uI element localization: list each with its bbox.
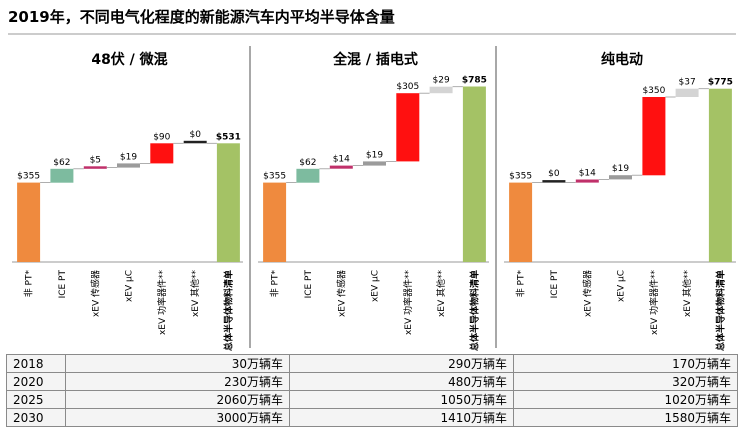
category-label: ICE PT: [304, 270, 314, 299]
data-label: $355: [509, 172, 532, 182]
bar: [396, 93, 420, 162]
category-label: xEV 传感器: [581, 270, 593, 317]
data-label: $19: [120, 152, 137, 162]
bar: [296, 168, 320, 183]
data-label: $355: [17, 172, 40, 182]
table-row: 2020 230万辆车 480万辆车 320万辆车: [6, 372, 738, 391]
category-label: xEV 功率器件**: [156, 270, 168, 336]
panel-title: 全混 / 插电式: [332, 51, 418, 68]
table-row: 2018 30万辆车 290万辆车 170万辆车: [6, 354, 738, 373]
category-label: xEV 其他**: [435, 270, 447, 318]
category-label: 总体半导体物料清单: [714, 270, 726, 351]
vehicle-count-cell: 1580万辆车: [513, 408, 738, 427]
bar: [50, 168, 74, 183]
bar: [216, 143, 240, 262]
category-label: xEV 功率器件**: [402, 270, 414, 336]
data-label: $90: [153, 132, 170, 142]
vehicle-count-cell: 480万辆车: [289, 372, 514, 391]
vehicle-volume-table: 2018 30万辆车 290万辆车 170万辆车 2020 230万辆车 480万辆车 320…: [6, 354, 738, 427]
data-label: $62: [53, 158, 70, 168]
bar: [150, 143, 174, 164]
category-label: xEV µC: [617, 270, 627, 302]
data-label: $531: [216, 132, 241, 142]
category-label: xEV 其他**: [681, 270, 693, 318]
year-cell: 2018: [6, 354, 66, 373]
data-label: $350: [642, 86, 665, 96]
data-label: $29: [433, 76, 450, 86]
bar: [183, 140, 207, 144]
category-label: ICE PT: [550, 270, 560, 299]
table-row: 2030 3000万辆车 1410万辆车 1580万辆车: [6, 408, 738, 427]
data-label: $785: [462, 76, 487, 86]
data-label: $14: [579, 169, 596, 179]
vehicle-count-cell: 2060万辆车: [65, 390, 290, 409]
category-label: 非 PT*: [515, 270, 527, 298]
bar: [462, 86, 486, 262]
bar: [329, 165, 353, 169]
category-label: xEV µC: [125, 270, 135, 302]
vehicle-count-cell: 30万辆车: [65, 354, 290, 373]
data-label: $775: [708, 78, 733, 88]
bar: [83, 166, 107, 169]
category-label: xEV 传感器: [89, 270, 101, 317]
panel-title: 纯电动: [601, 51, 643, 68]
bar: [263, 182, 287, 262]
bar: [117, 163, 140, 168]
waterfall-charts: 48伏 / 微混 $355 非 PT* $62 ICE PT $5 xEV 传感器 $19 xE…: [8, 33, 736, 351]
vehicle-count-cell: 230万辆车: [65, 372, 290, 391]
data-label: $19: [612, 164, 629, 174]
bar: [675, 88, 699, 97]
category-label: ICE PT: [58, 270, 68, 299]
bar: [575, 179, 599, 183]
page-title: 2019年，不同电气化程度的新能源汽车内平均半导体含量: [8, 8, 395, 26]
bar: [363, 161, 386, 166]
vehicle-count-cell: 320万辆车: [513, 372, 738, 391]
bar: [509, 182, 533, 262]
table-row: 2025 2060万辆车 1050万辆车 1020万辆车: [6, 390, 738, 409]
data-label: $37: [679, 78, 696, 88]
data-label: $19: [366, 150, 383, 160]
data-label: $305: [396, 82, 419, 92]
panel-title: 48伏 / 微混: [91, 51, 167, 68]
bar: [17, 182, 41, 262]
category-label: 总体半导体物料清单: [222, 270, 234, 351]
vehicle-count-cell: 170万辆车: [513, 354, 738, 373]
data-label: $355: [263, 172, 286, 182]
year-cell: 2030: [6, 408, 66, 427]
category-label: 非 PT*: [269, 270, 281, 298]
vehicle-count-cell: 290万辆车: [289, 354, 514, 373]
bar: [542, 180, 566, 183]
year-cell: 2020: [6, 372, 66, 391]
data-label: $0: [548, 169, 560, 179]
category-label: 非 PT*: [23, 270, 35, 298]
year-cell: 2025: [6, 390, 66, 409]
vehicle-count-cell: 3000万辆车: [65, 408, 290, 427]
data-label: $0: [189, 130, 201, 140]
vehicle-count-cell: 1020万辆车: [513, 390, 738, 409]
data-label: $62: [299, 158, 316, 168]
category-label: 总体半导体物料清单: [468, 270, 480, 351]
bar: [609, 175, 632, 180]
bar: [429, 86, 453, 94]
category-label: xEV 功率器件**: [648, 270, 660, 336]
category-label: xEV 传感器: [335, 270, 347, 317]
data-label: $14: [333, 155, 350, 165]
bar: [708, 88, 732, 262]
bar: [642, 97, 666, 176]
category-label: xEV µC: [371, 270, 381, 302]
vehicle-count-cell: 1050万辆车: [289, 390, 514, 409]
category-label: xEV 其他**: [189, 270, 201, 318]
data-label: $5: [90, 155, 101, 165]
vehicle-count-cell: 1410万辆车: [289, 408, 514, 427]
